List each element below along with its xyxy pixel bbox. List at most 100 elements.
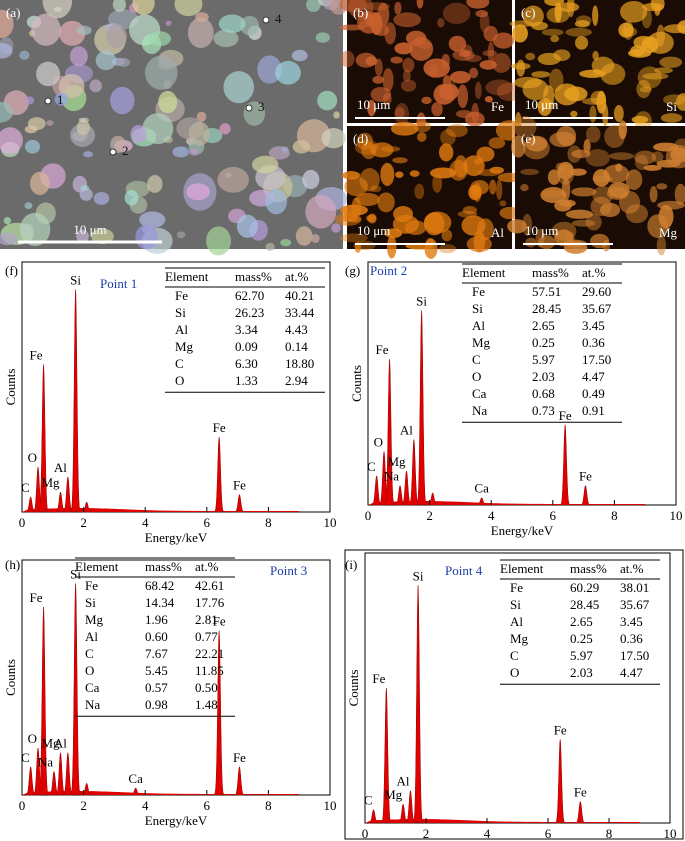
particle	[213, 29, 239, 48]
table-cell: 5.45	[145, 663, 168, 678]
peak	[371, 475, 382, 506]
table-cell: 5.97	[570, 648, 593, 663]
particle	[305, 195, 337, 229]
x-axis-title: Energy/keV	[145, 530, 208, 545]
x-tick-label: 2	[80, 798, 87, 813]
particle	[79, 188, 93, 201]
map-blob	[390, 56, 403, 64]
particle	[189, 148, 199, 156]
x-axis-title: Energy/keV	[491, 523, 554, 538]
peak	[560, 424, 571, 506]
map-blob	[339, 233, 368, 243]
particle	[142, 113, 174, 145]
table-cell: 0.50	[195, 680, 218, 695]
particle	[0, 232, 18, 246]
peak-label: Mg	[41, 475, 60, 490]
particle	[3, 217, 11, 225]
map-blob	[634, 150, 657, 165]
x-tick-label: 6	[204, 798, 211, 813]
map-blob	[651, 151, 664, 163]
map-blob	[438, 83, 459, 101]
map-blob	[557, 2, 580, 12]
map-blob	[441, 53, 451, 68]
table-cell: 62.70	[235, 288, 264, 303]
table-cell: 4.43	[285, 322, 308, 337]
peak-label: C	[364, 792, 373, 807]
map-blob	[620, 0, 648, 23]
x-tick-label: 4	[142, 798, 149, 813]
peak	[55, 751, 67, 796]
point-marker	[245, 104, 253, 112]
x-tick-label: 6	[545, 826, 552, 841]
map-blob	[355, 192, 380, 207]
map-blob	[484, 96, 493, 103]
table-cell: 0.91	[582, 403, 605, 418]
point-label: Point 1	[100, 276, 137, 291]
peak-label: Al	[396, 774, 409, 789]
peak-label: Fe	[233, 750, 246, 765]
map-blob	[402, 57, 415, 73]
map-blob	[654, 4, 661, 16]
table-header: Element	[462, 265, 506, 280]
table-cell: 2.94	[285, 373, 308, 388]
map-blob	[535, 100, 557, 110]
table-cell: O	[510, 665, 519, 680]
map-blob	[377, 192, 395, 213]
table-cell: 0.60	[145, 629, 168, 644]
table-cell: 0.68	[532, 386, 555, 401]
particle	[95, 50, 117, 71]
map-blob	[514, 76, 542, 89]
map-blob	[575, 15, 592, 26]
particle	[280, 238, 292, 247]
peak-label: Al	[54, 736, 67, 751]
map-blob	[394, 42, 413, 55]
particle	[124, 189, 139, 206]
table-cell: 1.96	[145, 612, 168, 627]
particle	[147, 175, 163, 193]
particle	[217, 167, 249, 193]
map-blob	[432, 173, 443, 193]
table-cell: 0.98	[145, 697, 168, 712]
map-blob	[384, 22, 397, 45]
map-blob	[458, 50, 471, 57]
point-label: Point 2	[370, 263, 407, 278]
peak-label: Si	[413, 568, 424, 583]
map-blob	[583, 139, 591, 154]
map-blob	[359, 168, 380, 192]
map-blob	[339, 24, 366, 31]
map-blob	[511, 135, 526, 158]
particle	[296, 119, 331, 153]
particle	[0, 42, 13, 59]
map-blob	[507, 219, 527, 234]
particle	[236, 214, 258, 238]
map-blob	[466, 0, 490, 9]
map-blob	[492, 32, 515, 49]
map-blob	[554, 229, 574, 247]
table-header: mass%	[532, 265, 569, 280]
map-blob	[636, 79, 651, 99]
x-tick-label: 10	[664, 826, 677, 841]
table-header: at.%	[582, 265, 606, 280]
table-header: at.%	[195, 559, 219, 574]
peak-label: Si	[70, 272, 81, 287]
map-blob	[520, 184, 529, 192]
map-blob	[665, 144, 685, 169]
peak	[409, 439, 420, 506]
particle	[25, 96, 35, 105]
table-cell: 14.34	[145, 595, 175, 610]
particle	[306, 0, 321, 12]
table-cell: 57.51	[532, 284, 561, 299]
map-blob	[559, 199, 576, 207]
peak	[384, 359, 395, 506]
panel-frame	[344, 549, 684, 840]
map-blob	[642, 73, 669, 80]
particle	[174, 0, 203, 17]
scale-label: 10 μm	[525, 97, 558, 112]
peak-label: O	[28, 450, 37, 465]
table-cell: 3.34	[235, 322, 258, 337]
peak-label: Fe	[213, 613, 226, 628]
map-blob	[439, 143, 454, 162]
particle	[19, 50, 30, 60]
table-cell: 17.50	[582, 352, 611, 367]
map-blob	[647, 214, 669, 239]
